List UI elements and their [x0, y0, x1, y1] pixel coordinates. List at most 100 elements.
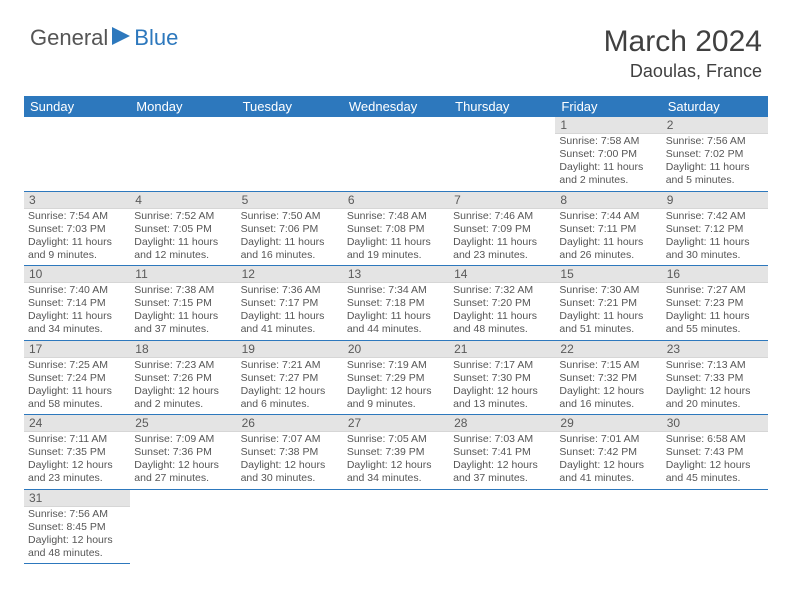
calendar-cell: 4Sunrise: 7:52 AMSunset: 7:05 PMDaylight…: [130, 191, 236, 266]
day-number: 10: [24, 266, 130, 283]
title-block: March 2024 Daoulas, France: [604, 25, 762, 82]
calendar-cell: 15Sunrise: 7:30 AMSunset: 7:21 PMDayligh…: [555, 266, 661, 341]
calendar-cell: 3Sunrise: 7:54 AMSunset: 7:03 PMDaylight…: [24, 191, 130, 266]
day-number: 27: [343, 415, 449, 432]
day-details: Sunrise: 7:30 AMSunset: 7:21 PMDaylight:…: [555, 283, 661, 340]
day-details: Sunrise: 7:42 AMSunset: 7:12 PMDaylight:…: [662, 209, 768, 266]
weekday-header: Wednesday: [343, 96, 449, 117]
calendar-cell: 23Sunrise: 7:13 AMSunset: 7:33 PMDayligh…: [662, 340, 768, 415]
calendar-cell: [237, 489, 343, 564]
calendar-row: 10Sunrise: 7:40 AMSunset: 7:14 PMDayligh…: [24, 266, 768, 341]
calendar-table: SundayMondayTuesdayWednesdayThursdayFrid…: [24, 96, 768, 564]
day-details: Sunrise: 7:03 AMSunset: 7:41 PMDaylight:…: [449, 432, 555, 489]
day-number: 30: [662, 415, 768, 432]
calendar-cell: [555, 489, 661, 564]
day-number: 23: [662, 341, 768, 358]
calendar-cell: 8Sunrise: 7:44 AMSunset: 7:11 PMDaylight…: [555, 191, 661, 266]
day-details: Sunrise: 7:11 AMSunset: 7:35 PMDaylight:…: [24, 432, 130, 489]
calendar-cell: [237, 117, 343, 191]
calendar-row: 31Sunrise: 7:56 AMSunset: 8:45 PMDayligh…: [24, 489, 768, 564]
calendar-cell: 22Sunrise: 7:15 AMSunset: 7:32 PMDayligh…: [555, 340, 661, 415]
day-details: Sunrise: 7:40 AMSunset: 7:14 PMDaylight:…: [24, 283, 130, 340]
day-number: 4: [130, 192, 236, 209]
calendar-header: SundayMondayTuesdayWednesdayThursdayFrid…: [24, 96, 768, 117]
day-details: Sunrise: 7:32 AMSunset: 7:20 PMDaylight:…: [449, 283, 555, 340]
calendar-cell: 16Sunrise: 7:27 AMSunset: 7:23 PMDayligh…: [662, 266, 768, 341]
brand-part2: Blue: [116, 25, 178, 51]
day-details: Sunrise: 7:46 AMSunset: 7:09 PMDaylight:…: [449, 209, 555, 266]
calendar-cell: 10Sunrise: 7:40 AMSunset: 7:14 PMDayligh…: [24, 266, 130, 341]
day-number: 9: [662, 192, 768, 209]
weekday-header: Tuesday: [237, 96, 343, 117]
calendar-cell: 6Sunrise: 7:48 AMSunset: 7:08 PMDaylight…: [343, 191, 449, 266]
day-details: Sunrise: 7:56 AMSunset: 7:02 PMDaylight:…: [662, 134, 768, 191]
day-number: 1: [555, 117, 661, 134]
calendar-cell: [449, 489, 555, 564]
calendar-cell: [343, 117, 449, 191]
day-number: 18: [130, 341, 236, 358]
header: General Blue March 2024 Daoulas, France: [0, 0, 792, 92]
weekday-header: Friday: [555, 96, 661, 117]
day-number: 19: [237, 341, 343, 358]
calendar-cell: 19Sunrise: 7:21 AMSunset: 7:27 PMDayligh…: [237, 340, 343, 415]
day-number: 11: [130, 266, 236, 283]
day-details: Sunrise: 7:23 AMSunset: 7:26 PMDaylight:…: [130, 358, 236, 415]
day-details: Sunrise: 7:13 AMSunset: 7:33 PMDaylight:…: [662, 358, 768, 415]
day-number: 24: [24, 415, 130, 432]
calendar-cell: [24, 117, 130, 191]
day-number: 6: [343, 192, 449, 209]
calendar-cell: 11Sunrise: 7:38 AMSunset: 7:15 PMDayligh…: [130, 266, 236, 341]
calendar-body: 1Sunrise: 7:58 AMSunset: 7:00 PMDaylight…: [24, 117, 768, 564]
day-number: 14: [449, 266, 555, 283]
calendar-row: 17Sunrise: 7:25 AMSunset: 7:24 PMDayligh…: [24, 340, 768, 415]
month-title: March 2024: [604, 25, 762, 59]
location: Daoulas, France: [604, 61, 762, 82]
calendar-cell: 1Sunrise: 7:58 AMSunset: 7:00 PMDaylight…: [555, 117, 661, 191]
day-number: 31: [24, 490, 130, 507]
calendar-cell: 29Sunrise: 7:01 AMSunset: 7:42 PMDayligh…: [555, 415, 661, 490]
calendar-cell: 17Sunrise: 7:25 AMSunset: 7:24 PMDayligh…: [24, 340, 130, 415]
day-details: Sunrise: 6:58 AMSunset: 7:43 PMDaylight:…: [662, 432, 768, 489]
day-details: Sunrise: 7:05 AMSunset: 7:39 PMDaylight:…: [343, 432, 449, 489]
day-details: Sunrise: 7:38 AMSunset: 7:15 PMDaylight:…: [130, 283, 236, 340]
day-details: Sunrise: 7:25 AMSunset: 7:24 PMDaylight:…: [24, 358, 130, 415]
day-details: Sunrise: 7:54 AMSunset: 7:03 PMDaylight:…: [24, 209, 130, 266]
calendar-cell: 24Sunrise: 7:11 AMSunset: 7:35 PMDayligh…: [24, 415, 130, 490]
day-details: Sunrise: 7:58 AMSunset: 7:00 PMDaylight:…: [555, 134, 661, 191]
day-details: Sunrise: 7:19 AMSunset: 7:29 PMDaylight:…: [343, 358, 449, 415]
day-number: 20: [343, 341, 449, 358]
calendar-cell: 31Sunrise: 7:56 AMSunset: 8:45 PMDayligh…: [24, 489, 130, 564]
calendar-cell: [130, 489, 236, 564]
day-number: 28: [449, 415, 555, 432]
calendar-cell: 25Sunrise: 7:09 AMSunset: 7:36 PMDayligh…: [130, 415, 236, 490]
day-details: Sunrise: 7:07 AMSunset: 7:38 PMDaylight:…: [237, 432, 343, 489]
calendar-row: 1Sunrise: 7:58 AMSunset: 7:00 PMDaylight…: [24, 117, 768, 191]
day-number: 3: [24, 192, 130, 209]
calendar-cell: 5Sunrise: 7:50 AMSunset: 7:06 PMDaylight…: [237, 191, 343, 266]
day-details: Sunrise: 7:36 AMSunset: 7:17 PMDaylight:…: [237, 283, 343, 340]
calendar-cell: 9Sunrise: 7:42 AMSunset: 7:12 PMDaylight…: [662, 191, 768, 266]
day-details: Sunrise: 7:48 AMSunset: 7:08 PMDaylight:…: [343, 209, 449, 266]
calendar-cell: [343, 489, 449, 564]
day-details: Sunrise: 7:17 AMSunset: 7:30 PMDaylight:…: [449, 358, 555, 415]
day-number: 12: [237, 266, 343, 283]
calendar-cell: 30Sunrise: 6:58 AMSunset: 7:43 PMDayligh…: [662, 415, 768, 490]
calendar-cell: 7Sunrise: 7:46 AMSunset: 7:09 PMDaylight…: [449, 191, 555, 266]
day-number: 17: [24, 341, 130, 358]
day-number: 2: [662, 117, 768, 134]
calendar-row: 24Sunrise: 7:11 AMSunset: 7:35 PMDayligh…: [24, 415, 768, 490]
day-number: 21: [449, 341, 555, 358]
calendar-cell: [662, 489, 768, 564]
calendar-cell: 26Sunrise: 7:07 AMSunset: 7:38 PMDayligh…: [237, 415, 343, 490]
calendar-cell: 28Sunrise: 7:03 AMSunset: 7:41 PMDayligh…: [449, 415, 555, 490]
calendar-cell: 20Sunrise: 7:19 AMSunset: 7:29 PMDayligh…: [343, 340, 449, 415]
weekday-header: Thursday: [449, 96, 555, 117]
day-details: Sunrise: 7:52 AMSunset: 7:05 PMDaylight:…: [130, 209, 236, 266]
calendar-cell: 2Sunrise: 7:56 AMSunset: 7:02 PMDaylight…: [662, 117, 768, 191]
calendar-row: 3Sunrise: 7:54 AMSunset: 7:03 PMDaylight…: [24, 191, 768, 266]
day-details: Sunrise: 7:21 AMSunset: 7:27 PMDaylight:…: [237, 358, 343, 415]
calendar-cell: [449, 117, 555, 191]
calendar-cell: 18Sunrise: 7:23 AMSunset: 7:26 PMDayligh…: [130, 340, 236, 415]
day-number: 5: [237, 192, 343, 209]
day-details: Sunrise: 7:15 AMSunset: 7:32 PMDaylight:…: [555, 358, 661, 415]
